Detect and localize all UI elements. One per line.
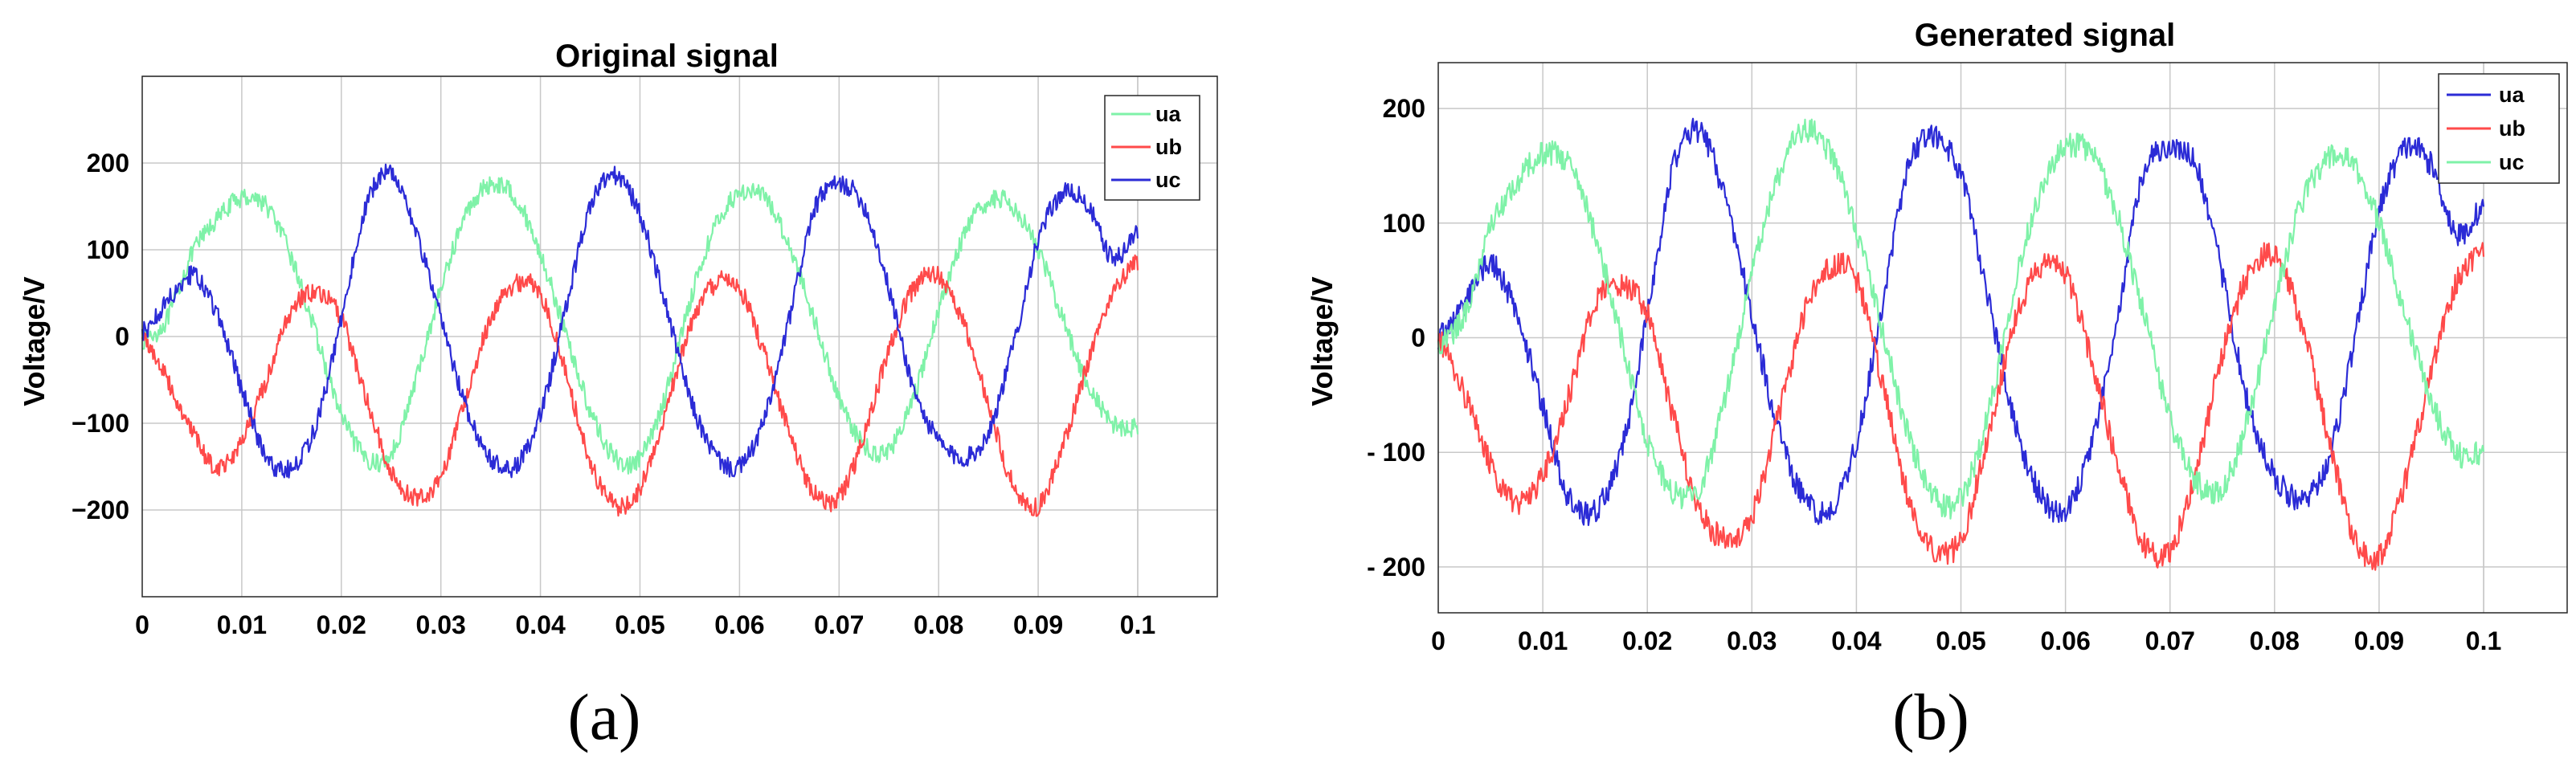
y-tick-label: - 200 (1367, 553, 1425, 581)
series-line-ua (141, 176, 1139, 475)
x-tick-label: 0.02 (317, 610, 366, 639)
y-tick-label: 0 (1411, 324, 1425, 353)
legend-label-ub: ub (2499, 116, 2525, 141)
x-tick-label: 0.02 (1622, 626, 1672, 655)
y-tick-label: 200 (87, 149, 129, 177)
x-tick-label: 0.08 (914, 610, 963, 639)
plot-frame (141, 75, 1218, 598)
x-tick-label: 0.04 (1831, 626, 1881, 655)
y-tick-label: 100 (1383, 209, 1425, 238)
x-tick-label: 0.1 (2466, 626, 2501, 655)
series-line-ua (1437, 117, 2485, 527)
x-tick-label: 0.05 (615, 610, 664, 639)
series-line-uc (141, 163, 1139, 479)
x-tick-labels: 0 0.01 0.02 0.03 0.04 0.05 0.06 0.07 0.08 0.09 0.1 (135, 610, 1155, 639)
x-tick-label: 0.04 (515, 610, 565, 639)
x-tick-label: 0.03 (1727, 626, 1777, 655)
legend-label-ua: ua (2499, 83, 2525, 107)
y-tick-labels: 200 100 0 - 100 - 200 (1367, 94, 1425, 581)
legend-label-uc: uc (2499, 150, 2525, 174)
x-tick-label: 0.09 (2354, 626, 2404, 655)
y-tick-label: 100 (87, 235, 129, 264)
x-tick-label: 0.08 (2250, 626, 2300, 655)
legend-label-ua: ua (1155, 102, 1181, 126)
x-tick-label: 0.01 (217, 610, 267, 639)
y-tick-label: 0 (115, 322, 129, 351)
series-line-uc (1437, 118, 2485, 520)
chart-title: Generated signal (1915, 18, 2176, 53)
x-tick-label: 0.06 (714, 610, 764, 639)
x-tick-labels: 0 0.01 0.02 0.03 0.04 0.05 0.06 0.07 0.08 0.09 0.1 (1431, 626, 2501, 655)
x-tick-label: 0.05 (1936, 626, 1985, 655)
plot-frame (1437, 62, 2568, 614)
series-lines (1437, 117, 2485, 571)
x-tick-label: 0 (1431, 626, 1445, 655)
legend: ua ub uc (2438, 73, 2560, 184)
legend-label-uc: uc (1155, 168, 1181, 192)
y-axis-label: Voltage/V (18, 276, 51, 406)
series-lines (141, 163, 1139, 517)
y-tick-label: −100 (72, 409, 129, 438)
legend-label-ub: ub (1155, 135, 1182, 159)
x-tick-label: 0.1 (1120, 610, 1155, 639)
x-tick-label: 0 (135, 610, 149, 639)
x-tick-label: 0.09 (1013, 610, 1063, 639)
chart-panel-a: Original signal Voltage/V 0 0.01 0.02 0.03 0… (18, 39, 1218, 753)
y-tick-label: 200 (1383, 94, 1425, 123)
y-tick-label: −200 (72, 496, 129, 524)
x-tick-label: 0.01 (1518, 626, 1568, 655)
series-line-ub (141, 254, 1139, 517)
y-tick-label: - 100 (1367, 438, 1425, 467)
y-tick-labels: 200 100 0 −100 −200 (72, 149, 129, 524)
panel-label: (a) (567, 680, 640, 753)
x-tick-label: 0.03 (416, 610, 466, 639)
legend: ua ub uc (1104, 95, 1200, 201)
series-line-ub (1437, 242, 2485, 571)
y-axis-label: Voltage/V (1306, 276, 1339, 406)
x-tick-label: 0.07 (814, 610, 864, 639)
panel-label: (b) (1892, 680, 1969, 753)
chart-title: Original signal (555, 39, 779, 74)
x-tick-label: 0.06 (2040, 626, 2090, 655)
chart-panel-b: Generated signal Voltage/V 0 0.01 0.02 0.03… (1306, 18, 2568, 753)
x-tick-label: 0.07 (2145, 626, 2195, 655)
